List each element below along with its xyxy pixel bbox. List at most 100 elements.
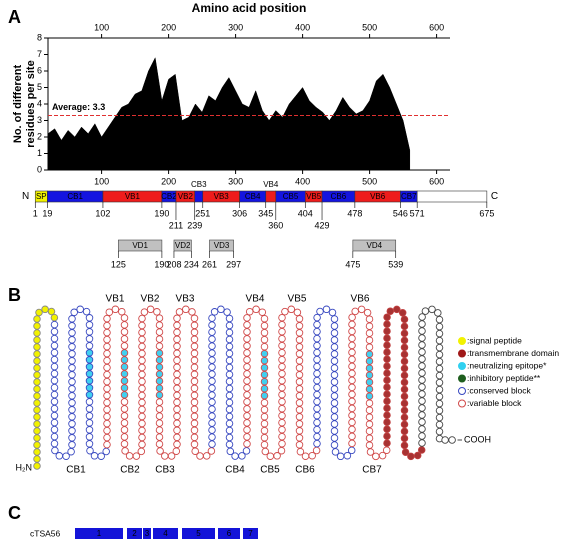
- residue: [336, 452, 345, 461]
- boundary-label: 19: [42, 208, 52, 218]
- residue: [225, 321, 234, 330]
- residue: [330, 336, 339, 344]
- residue: [243, 342, 251, 350]
- residue: [435, 420, 444, 429]
- y-tick-label: 8: [37, 32, 42, 42]
- residue: [103, 405, 111, 414]
- residue: [278, 334, 286, 343]
- residue: [120, 342, 129, 350]
- residue: [295, 399, 304, 407]
- residue: [120, 321, 129, 329]
- residue: [260, 377, 269, 386]
- residue: [132, 452, 141, 460]
- residue: [243, 398, 251, 406]
- residue: [120, 356, 129, 364]
- construct-segment-label: 7: [248, 529, 253, 538]
- residue: [418, 313, 426, 321]
- residue: [103, 321, 111, 330]
- residue: [295, 392, 304, 400]
- residue: [50, 313, 59, 322]
- residue: [400, 399, 409, 408]
- residue: [243, 391, 251, 399]
- residue: [155, 356, 164, 364]
- residue: [47, 307, 56, 316]
- residue: [348, 383, 356, 392]
- construct-segment-label: 5: [196, 529, 201, 538]
- residue: [225, 440, 234, 449]
- residue: [277, 446, 286, 455]
- residue: [435, 413, 444, 422]
- residue: [243, 419, 251, 427]
- residue: [85, 363, 94, 371]
- residue: [155, 384, 164, 392]
- residue: [120, 419, 129, 427]
- residue: [348, 404, 356, 413]
- residue: [260, 384, 269, 393]
- residue: [295, 371, 304, 379]
- residue: [278, 418, 286, 427]
- residue: [383, 383, 391, 391]
- residue: [418, 327, 426, 335]
- residue: [103, 349, 111, 358]
- boundary-label: 102: [95, 208, 110, 218]
- residue: [173, 328, 181, 337]
- residue: [85, 405, 94, 413]
- x-tick-label: 200: [161, 176, 176, 186]
- residue: [330, 371, 339, 379]
- residue: [382, 446, 391, 454]
- residue: [322, 305, 331, 314]
- residue: [173, 433, 181, 442]
- residue: [400, 378, 409, 387]
- residue: [103, 412, 111, 421]
- residue: [260, 440, 269, 449]
- residue: [196, 452, 204, 460]
- residue: [400, 371, 409, 380]
- residue: [103, 440, 111, 449]
- boundary-label: 261: [202, 259, 217, 269]
- residue: [50, 397, 59, 406]
- residue: [138, 342, 146, 351]
- y-axis-title: residues per site: [25, 60, 37, 147]
- x-tick-label: 500: [362, 176, 377, 186]
- residue: [260, 356, 269, 365]
- residue: [85, 419, 94, 427]
- residue: [51, 446, 59, 455]
- residue: [68, 392, 76, 400]
- residue: [173, 321, 181, 330]
- residue: [120, 328, 129, 336]
- residue: [190, 440, 199, 449]
- residue: [330, 399, 339, 407]
- residue: [330, 364, 339, 372]
- residue: [418, 411, 426, 419]
- residue: [383, 334, 391, 342]
- residue: [208, 377, 216, 385]
- residue: [50, 432, 59, 441]
- residue: [365, 329, 374, 337]
- residue: [383, 432, 391, 440]
- residue: [138, 398, 146, 407]
- residue: [190, 426, 199, 435]
- residue: [70, 308, 78, 317]
- residue: [85, 356, 94, 364]
- residue: [398, 309, 407, 317]
- residue: [225, 384, 234, 393]
- residue: [138, 433, 146, 442]
- residue: [68, 399, 76, 407]
- variable-block-label: VB2: [141, 294, 160, 305]
- residue: [138, 426, 146, 435]
- residue: [225, 370, 234, 379]
- legend-label: :inhibitory peptide**: [467, 373, 541, 383]
- residue: [173, 377, 181, 386]
- residue: [138, 321, 146, 330]
- residue: [295, 315, 304, 323]
- residue: [173, 342, 181, 351]
- residue: [278, 376, 286, 385]
- residue: [138, 328, 146, 337]
- residue: [435, 371, 444, 380]
- construct-segment-label: 6: [227, 529, 232, 538]
- residue: [393, 305, 401, 314]
- domain-label: CB4: [245, 192, 261, 201]
- residue: [137, 447, 146, 456]
- residue: [278, 355, 286, 364]
- legend-marker: [458, 337, 466, 345]
